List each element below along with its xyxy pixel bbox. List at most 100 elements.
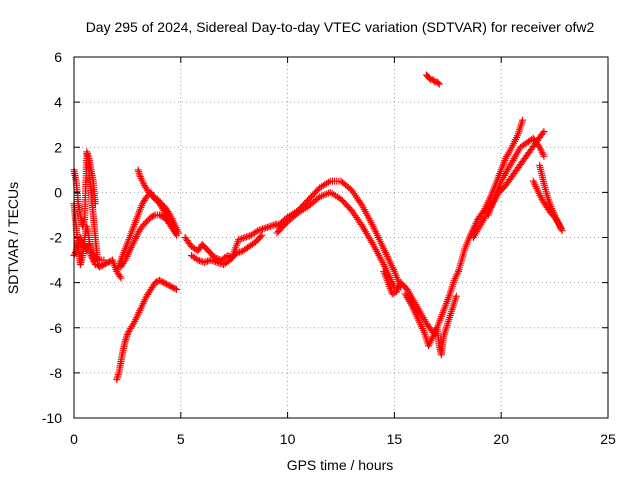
data-point-marker <box>171 230 179 238</box>
data-point-marker <box>207 256 215 264</box>
data-point-marker <box>350 210 358 218</box>
data-marks <box>70 71 566 384</box>
data-point-marker <box>352 193 360 201</box>
data-point-marker <box>79 240 87 248</box>
x-tick-label: 5 <box>177 431 185 447</box>
data-point-marker <box>349 188 357 196</box>
data-point-marker <box>150 212 158 220</box>
data-point-marker <box>94 255 102 263</box>
data-point-marker <box>316 184 324 192</box>
data-point-marker <box>242 233 250 241</box>
data-point-marker <box>259 225 267 233</box>
data-point-marker <box>234 236 242 244</box>
y-tick-label: -4 <box>50 275 63 291</box>
data-point-marker <box>325 178 333 186</box>
data-point-marker <box>348 186 356 194</box>
data-point-marker <box>200 258 208 266</box>
data-point-marker <box>300 205 308 213</box>
y-tick-label: 2 <box>54 139 62 155</box>
data-point-marker <box>125 328 133 336</box>
y-axis-label: SDTVAR / TECUs <box>5 182 21 294</box>
chart-title: Day 295 of 2024, Sidereal Day-to-day VTE… <box>86 19 595 35</box>
data-point-marker <box>555 220 563 228</box>
data-point-marker <box>173 285 181 293</box>
x-tick-label: 25 <box>600 431 616 447</box>
data-point-marker <box>238 235 246 243</box>
data-point-marker <box>255 226 263 234</box>
data-point-marker <box>232 249 240 257</box>
data-point-marker <box>194 256 202 264</box>
data-point-marker <box>330 191 338 199</box>
data-point-marker <box>556 223 564 231</box>
data-point-marker <box>116 272 124 280</box>
x-tick-label: 15 <box>387 431 403 447</box>
data-point-marker <box>355 217 363 225</box>
x-tick-label: 10 <box>280 431 296 447</box>
data-point-marker <box>316 193 324 201</box>
data-point-marker <box>234 249 242 257</box>
data-point-marker <box>321 180 329 188</box>
data-point-marker <box>558 227 566 235</box>
data-point-marker <box>252 228 260 236</box>
x-tick-label: 0 <box>70 431 78 447</box>
data-point-marker <box>208 257 216 265</box>
data-point-marker <box>319 191 327 199</box>
data-point-marker <box>298 206 306 214</box>
data-point-marker <box>267 222 275 230</box>
x-tick-labels: 0 5 10 15 20 25 <box>70 431 616 447</box>
data-point-marker <box>212 258 220 266</box>
data-point-marker <box>123 331 131 339</box>
series-low-branch <box>113 276 181 384</box>
data-point-marker <box>197 257 205 265</box>
data-point-marker <box>356 198 364 206</box>
series-falling-tail-b <box>529 177 566 235</box>
x-axis-label: GPS time / hours <box>287 457 394 473</box>
series-trough-lower <box>187 231 266 269</box>
data-point-marker <box>241 234 249 241</box>
grid <box>74 57 608 418</box>
series-rise-lower <box>273 188 398 291</box>
data-point-marker <box>426 74 434 82</box>
data-point-marker <box>204 257 211 265</box>
data-point-marker <box>202 258 210 266</box>
data-point-marker <box>260 224 268 232</box>
data-point-marker <box>540 127 548 135</box>
data-point-marker <box>556 222 564 230</box>
data-point-marker <box>262 224 270 232</box>
series-isolated-high <box>422 71 443 88</box>
data-point-marker <box>124 329 132 337</box>
data-point-marker <box>195 257 203 265</box>
data-point-marker <box>539 129 547 137</box>
data-point-marker <box>244 232 252 240</box>
data-point-marker <box>80 241 88 249</box>
data-point-marker <box>301 204 309 212</box>
data-point-marker <box>452 292 460 300</box>
data-point-marker <box>171 285 179 293</box>
data-point-marker <box>356 219 364 227</box>
data-point-marker <box>319 182 327 190</box>
data-point-marker <box>540 152 548 160</box>
data-point-marker <box>328 190 336 198</box>
data-point-marker <box>350 190 358 198</box>
data-point-marker <box>354 195 362 203</box>
data-point-marker <box>357 220 365 228</box>
data-point-marker <box>173 231 181 239</box>
data-point-marker <box>215 259 223 267</box>
data-point-marker <box>78 237 86 245</box>
data-point-marker <box>332 192 340 200</box>
data-point-marker <box>213 258 221 266</box>
y-tick-labels: -10 -8 -6 -4 -2 0 2 4 6 <box>42 49 62 426</box>
data-point-marker <box>246 232 254 240</box>
series-high-cluster-b <box>469 127 548 241</box>
y-tick-label: 6 <box>54 49 62 65</box>
data-point-marker <box>257 233 265 241</box>
data-point-marker <box>294 209 302 217</box>
data-point-marker <box>296 208 304 216</box>
data-point-marker <box>430 77 438 85</box>
data-point-marker <box>254 227 262 235</box>
y-tick-label: -6 <box>50 320 63 336</box>
y-tick-label: -8 <box>50 365 63 381</box>
series-recovery <box>454 116 527 275</box>
x-tick-label: 20 <box>493 431 509 447</box>
